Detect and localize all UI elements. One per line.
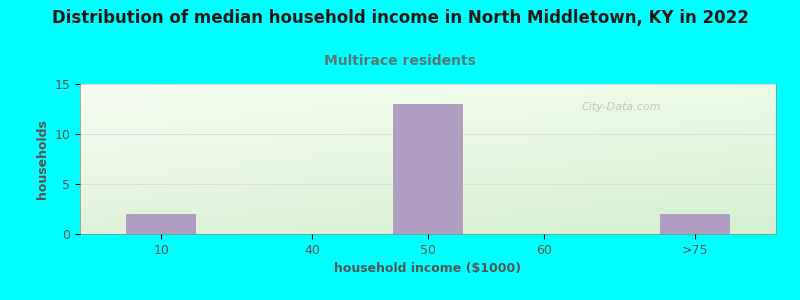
Text: City-Data.com: City-Data.com <box>581 101 661 112</box>
Bar <box>394 104 462 234</box>
Text: Multirace residents: Multirace residents <box>324 54 476 68</box>
Bar <box>126 214 196 234</box>
X-axis label: household income ($1000): household income ($1000) <box>334 262 522 275</box>
Text: Distribution of median household income in North Middletown, KY in 2022: Distribution of median household income … <box>51 9 749 27</box>
Y-axis label: households: households <box>36 119 49 199</box>
Bar <box>660 214 730 234</box>
